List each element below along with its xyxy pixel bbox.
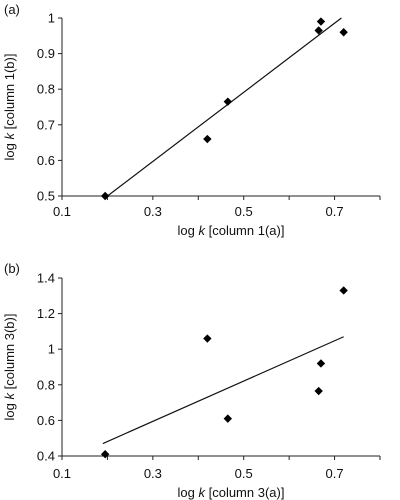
chart-b-panel-label: (b) (4, 261, 20, 276)
chart-a-y-tick-label: 0.8 (37, 82, 55, 97)
chart-a-y-tick-label: 0.6 (37, 153, 55, 168)
chart-b-y-tick-label: 0.8 (37, 377, 55, 392)
chart-b-x-tick-label: 0.5 (235, 466, 253, 481)
chart-b-data-point (203, 334, 212, 343)
chart-a-data-point (339, 28, 348, 37)
chart-a-data-point (316, 17, 326, 26)
chart-a-y-tick-label: 0.5 (37, 189, 55, 204)
chart-a-x-tick-label: 0.7 (326, 204, 344, 219)
chart-b-y-tick-label: 1 (48, 342, 55, 357)
chart-a-data-point (223, 97, 233, 106)
chart-b-data-point (314, 386, 323, 396)
chart-a-x-axis-label: log k [column 1(a)] (178, 223, 285, 238)
chart-b-data-point (316, 359, 326, 368)
chart-b-y-tick-label: 1.2 (37, 306, 55, 321)
chart-a-x-tick-label: 0.5 (235, 204, 253, 219)
chart-a-y-tick-label: 0.9 (37, 46, 55, 61)
chart-b-y-tick-label: 1.4 (37, 271, 55, 286)
chart-b-data-point (100, 450, 110, 459)
chart-b-y-tick-label: 0.6 (37, 413, 55, 428)
chart-a-data-point (100, 191, 110, 201)
chart-b-x-axis-label: log k [column 3(a)] (178, 485, 285, 500)
chart-a-y-tick-label: 1 (48, 11, 55, 26)
chart-b-x-tick-label: 0.7 (326, 466, 344, 481)
chart-a-y-axis-label: log k [column 1(b)] (2, 54, 17, 161)
chart-b-trendline (102, 336, 344, 445)
chart-a-x-tick-label: 0.3 (144, 204, 162, 219)
chart-b-y-tick-label: 0.4 (37, 449, 55, 464)
chart-a-data-point (203, 134, 212, 144)
chart-b-y-axis-label: log k [column 3(b)] (2, 314, 17, 421)
chart-b-data-point (339, 286, 348, 295)
chart-a-x-tick-label: 0.1 (53, 204, 71, 219)
chart-b-data-point (223, 414, 233, 423)
chart-b-x-tick-label: 0.3 (144, 466, 162, 481)
chart-a-data-point (314, 26, 323, 35)
chart-a-panel-label: (a) (4, 2, 20, 17)
chart-a-y-tick-label: 0.7 (37, 117, 55, 132)
chart-a-trendline (107, 17, 342, 197)
chart-b-x-tick-label: 0.1 (53, 466, 71, 481)
